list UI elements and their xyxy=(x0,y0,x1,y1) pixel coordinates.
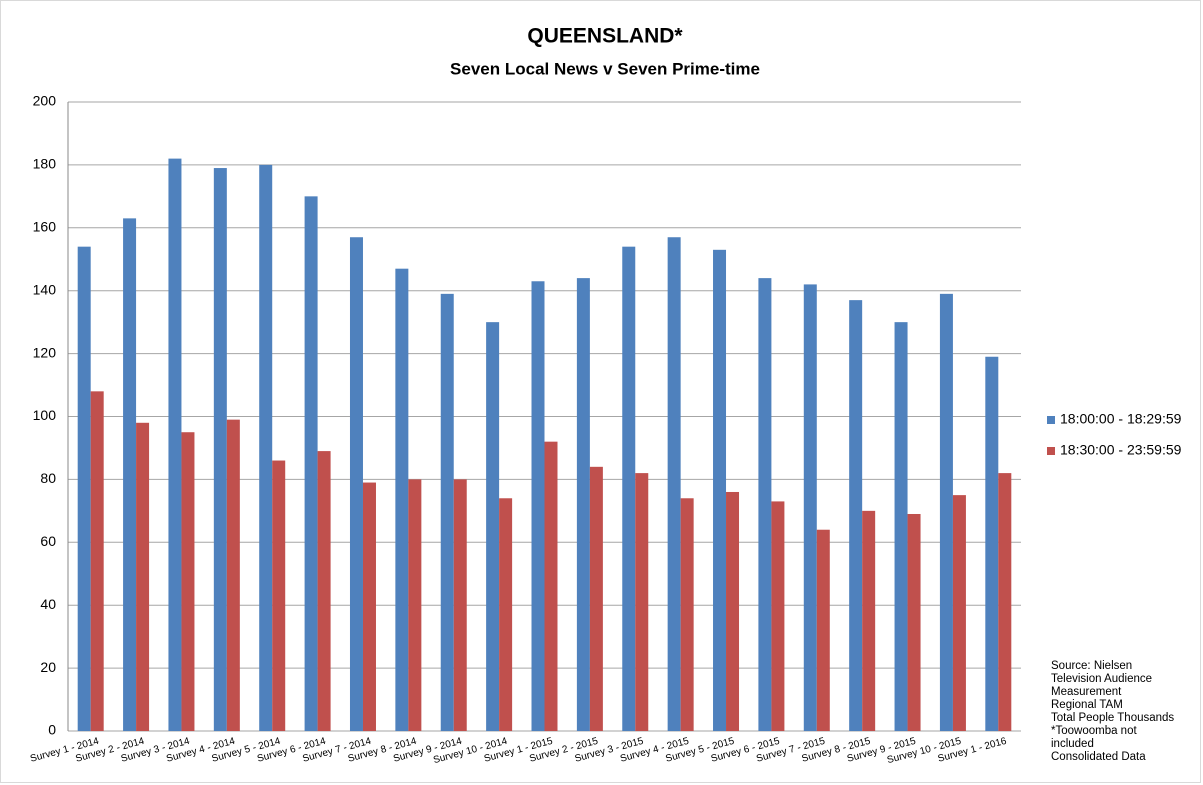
bar xyxy=(589,466,603,731)
bar xyxy=(758,278,772,731)
source-note: Consolidated Data xyxy=(1051,751,1146,763)
legend-swatch xyxy=(1047,416,1055,424)
bar xyxy=(317,451,331,731)
bar xyxy=(259,164,273,731)
bar xyxy=(213,168,227,732)
bar xyxy=(486,322,500,731)
bar xyxy=(304,196,318,732)
bar xyxy=(907,513,921,731)
source-note: Source: Nielsen xyxy=(1051,660,1132,672)
bar xyxy=(123,218,137,732)
bar xyxy=(77,246,91,732)
bar xyxy=(440,293,454,731)
bar xyxy=(998,473,1012,731)
bar xyxy=(362,482,376,731)
bar xyxy=(680,498,694,731)
bar xyxy=(952,495,966,731)
bar xyxy=(576,278,590,731)
legend-swatch xyxy=(1047,447,1055,455)
source-note: Total People Thousands xyxy=(1051,712,1174,724)
chart-title: QUEENSLAND* xyxy=(527,25,683,48)
bar xyxy=(667,237,681,732)
y-tick-label: 20 xyxy=(40,659,56,675)
bar xyxy=(408,479,422,731)
source-note: *Toowoomba not xyxy=(1051,725,1137,737)
bar xyxy=(181,432,195,731)
bar xyxy=(985,356,999,731)
legend-label: 18:30:00 - 23:59:59 xyxy=(1060,442,1182,458)
y-tick-label: 140 xyxy=(33,281,57,297)
y-tick-label: 120 xyxy=(33,344,57,360)
bar xyxy=(272,460,286,731)
bar xyxy=(499,498,513,731)
bar xyxy=(816,529,830,731)
bar xyxy=(862,510,876,731)
bar xyxy=(894,322,908,731)
bar xyxy=(544,441,558,731)
y-tick-label: 40 xyxy=(40,596,56,612)
legend-label: 18:00:00 - 18:29:59 xyxy=(1060,411,1182,427)
y-tick-label: 180 xyxy=(33,156,57,172)
bar xyxy=(726,491,740,731)
bar xyxy=(395,268,409,731)
bar xyxy=(939,293,953,731)
y-tick-label: 160 xyxy=(33,219,57,235)
bar xyxy=(349,237,363,732)
bar xyxy=(531,281,545,731)
bar xyxy=(803,284,817,731)
bar xyxy=(136,422,150,731)
y-tick-label: 200 xyxy=(33,93,57,109)
bar xyxy=(849,300,863,731)
bar xyxy=(226,419,240,731)
source-note: included xyxy=(1051,738,1094,750)
source-note: Television Audience xyxy=(1051,673,1152,685)
bar xyxy=(453,479,467,731)
y-tick-label: 0 xyxy=(48,722,56,738)
bar xyxy=(771,501,785,731)
bar xyxy=(713,249,727,731)
chart-subtitle: Seven Local News v Seven Prime-time xyxy=(450,59,760,78)
bar xyxy=(622,246,636,732)
y-tick-label: 60 xyxy=(40,533,56,549)
y-tick-label: 100 xyxy=(33,407,57,423)
bar xyxy=(635,473,649,731)
source-note: Regional TAM xyxy=(1051,699,1123,711)
source-note: Measurement xyxy=(1051,686,1122,698)
y-tick-label: 80 xyxy=(40,470,56,486)
bar xyxy=(90,391,104,731)
bar xyxy=(168,158,182,732)
